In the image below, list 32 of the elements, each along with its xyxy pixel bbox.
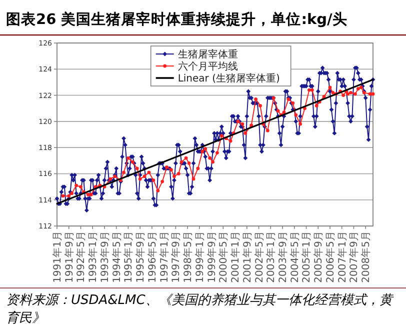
x-tick-label: 1995年1月 — [122, 231, 135, 283]
chart-title: 图表26 美国生猪屠宰时体重持续提升，单位:kg/头 — [6, 10, 348, 28]
x-tick-label: 1997年1月 — [158, 231, 170, 283]
x-tick-label: 2005年9月 — [312, 231, 325, 283]
legend-label: Linear (生猪屠宰体重) — [178, 72, 280, 84]
x-tick-label: 2002年5月 — [253, 231, 266, 283]
legend-label: 生猪屠宰体重 — [178, 48, 238, 60]
x-tick-label: 1995年9月 — [134, 231, 147, 283]
x-tick-label: 2001年9月 — [241, 231, 254, 283]
x-tick-label: 2005年1月 — [300, 231, 313, 283]
x-tick-label: 2000年5月 — [218, 231, 230, 283]
x-tick-label: 2007年9月 — [348, 231, 360, 283]
x-tick-label: 2006年5月 — [324, 231, 336, 283]
x-tick-label: 1993年9月 — [98, 231, 111, 283]
x-tick-label: 2008年5月 — [360, 231, 372, 283]
x-tick-label: 1992年5月 — [75, 231, 88, 283]
x-tick-label: 1999年1月 — [194, 231, 206, 283]
x-tick-label: 2003年9月 — [277, 231, 289, 283]
text: 资料来源：USDA&LMC、《美国的养猪业与其一体化经营模式，黄育民》 — [6, 292, 394, 326]
x-tick-label: 1991年1月 — [52, 231, 64, 283]
x-tick-label: 1998年5月 — [182, 231, 194, 283]
x-tick-label: 1997年9月 — [170, 231, 182, 283]
x-tick-label: 2007年1月 — [336, 231, 348, 283]
x-tick-label: 2001年1月 — [230, 231, 242, 283]
x-tick-label: 1993年1月 — [87, 231, 100, 283]
x-tick-label: 2003年1月 — [265, 231, 278, 283]
x-tick-label: 1996年5月 — [146, 231, 158, 283]
x-tick-label: 1991年9月 — [63, 231, 76, 283]
x-tick-label: 1999年9月 — [206, 231, 218, 283]
x-tick-label: 2004年5月 — [288, 231, 301, 283]
x-tick-label: 1994年5月 — [110, 231, 123, 283]
legend-label: 六个月平均线 — [178, 60, 238, 72]
